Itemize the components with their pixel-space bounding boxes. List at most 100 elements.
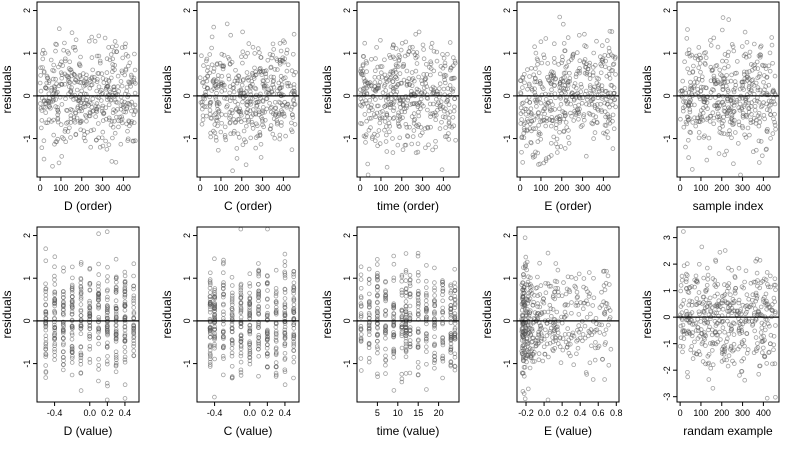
- data-point: [586, 270, 592, 275]
- data-point: [527, 365, 533, 371]
- data-point: [534, 285, 540, 290]
- data-point: [534, 79, 539, 85]
- data-point: [101, 80, 107, 85]
- data-point: [576, 312, 582, 317]
- data-point: [440, 104, 446, 110]
- data-point: [236, 74, 242, 79]
- data-point: [38, 88, 44, 94]
- data-point: [750, 119, 756, 125]
- data-point: [586, 294, 592, 299]
- data-point: [118, 79, 124, 84]
- data-point: [762, 327, 768, 333]
- data-point: [603, 114, 608, 120]
- data-point: [590, 121, 596, 127]
- data-point: [257, 66, 263, 72]
- data-point: [452, 104, 457, 110]
- data-point: [258, 55, 264, 60]
- data-point: [78, 307, 84, 313]
- data-point: [709, 67, 715, 73]
- data-point: [78, 388, 84, 393]
- data-point: [287, 83, 293, 89]
- data-point: [592, 357, 598, 363]
- data-point: [131, 301, 137, 306]
- data-point: [544, 116, 550, 121]
- data-point: [273, 267, 279, 273]
- data-point: [107, 117, 112, 123]
- data-point: [582, 323, 588, 329]
- data-point: [613, 104, 618, 110]
- data-point: [569, 310, 574, 316]
- data-point: [768, 112, 773, 117]
- data-point: [108, 52, 114, 57]
- data-point: [234, 80, 240, 86]
- data-point: [211, 69, 216, 74]
- data-point: [256, 261, 261, 266]
- y-tick-label: -1: [22, 360, 32, 368]
- data-point: [43, 302, 48, 308]
- data-point: [552, 107, 558, 112]
- data-point: [591, 275, 596, 281]
- data-point: [361, 101, 366, 107]
- data-point: [80, 105, 86, 110]
- data-point: [78, 297, 84, 302]
- data-point: [96, 319, 101, 325]
- data-point: [555, 267, 561, 273]
- data-point: [409, 141, 415, 147]
- data-point: [359, 72, 365, 77]
- data-point: [390, 79, 396, 84]
- data-point: [229, 274, 235, 280]
- data-point: [87, 319, 92, 325]
- data-point: [365, 172, 371, 178]
- data-point: [561, 129, 567, 135]
- data-point: [246, 75, 251, 80]
- data-point: [523, 112, 529, 117]
- data-point: [533, 126, 538, 131]
- data-point: [238, 367, 244, 373]
- data-point: [207, 94, 213, 100]
- data-point: [403, 371, 409, 376]
- data-point: [78, 308, 84, 314]
- x-tick-label: 0: [518, 183, 523, 193]
- data-point: [390, 150, 396, 155]
- data-point: [369, 102, 374, 108]
- data-point: [574, 351, 579, 357]
- data-point: [522, 235, 528, 241]
- data-point: [607, 76, 613, 81]
- data-point: [452, 96, 457, 102]
- x-axis-label: E (value): [544, 424, 592, 438]
- data-point: [55, 136, 60, 142]
- data-point: [390, 101, 396, 106]
- data-point: [96, 84, 102, 90]
- data-point: [448, 76, 454, 81]
- data-point: [249, 114, 254, 119]
- data-point: [686, 155, 691, 160]
- data-point: [72, 92, 77, 98]
- data-point: [551, 72, 556, 78]
- data-point: [279, 111, 285, 117]
- data-point: [729, 72, 734, 78]
- data-point: [52, 349, 57, 355]
- data-point: [424, 387, 429, 392]
- data-point: [371, 112, 377, 117]
- data-point: [114, 315, 119, 320]
- data-point: [110, 56, 115, 62]
- data-point: [112, 87, 117, 93]
- data-point: [536, 351, 542, 356]
- data-point: [383, 371, 388, 376]
- data-point: [213, 134, 219, 140]
- data-point: [235, 131, 241, 137]
- data-points: [37, 26, 138, 169]
- data-point: [105, 354, 110, 359]
- data-point: [411, 49, 416, 55]
- data-point: [131, 341, 137, 346]
- data-point: [104, 309, 110, 315]
- data-point: [52, 303, 57, 309]
- data-point: [78, 286, 84, 292]
- data-point: [575, 107, 581, 112]
- data-point: [409, 83, 415, 88]
- data-point: [254, 99, 260, 105]
- data-point: [386, 102, 392, 108]
- data-point: [363, 140, 368, 145]
- data-point: [709, 348, 715, 353]
- data-point: [559, 320, 565, 326]
